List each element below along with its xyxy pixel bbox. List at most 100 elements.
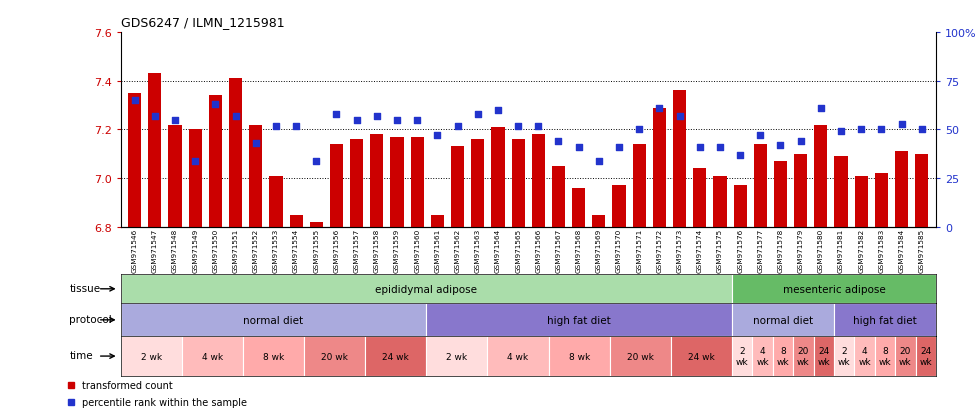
Point: [772, 142, 788, 149]
Point: [450, 123, 465, 130]
Bar: [121, 304, 426, 337]
Point: [429, 133, 445, 139]
Bar: [330, 145, 343, 227]
Point: [712, 144, 728, 151]
Text: normal diet: normal diet: [753, 315, 813, 325]
Point: [328, 111, 344, 118]
Text: high fat diet: high fat diet: [547, 315, 612, 325]
Text: epididymal adipose: epididymal adipose: [375, 284, 477, 294]
Text: 24
wk: 24 wk: [817, 347, 830, 366]
Text: transformed count: transformed count: [82, 380, 173, 390]
Text: protocol: protocol: [70, 314, 112, 324]
Text: 20 wk: 20 wk: [321, 352, 348, 361]
Bar: [169, 125, 181, 227]
Text: 2 wk: 2 wk: [140, 352, 162, 361]
Point: [570, 144, 586, 151]
Bar: [189, 130, 202, 227]
Text: high fat diet: high fat diet: [853, 315, 917, 325]
Bar: [734, 186, 747, 227]
Text: 24 wk: 24 wk: [688, 352, 714, 361]
Point: [612, 144, 627, 151]
Bar: [895, 152, 908, 227]
Point: [349, 117, 365, 124]
Text: time: time: [70, 350, 93, 360]
Point: [187, 158, 203, 164]
Point: [854, 127, 869, 133]
Bar: [915, 337, 936, 376]
Bar: [426, 304, 732, 337]
Point: [833, 129, 849, 135]
Bar: [366, 337, 426, 376]
Bar: [754, 145, 767, 227]
Text: 20
wk: 20 wk: [797, 347, 809, 366]
Text: 8
wk: 8 wk: [777, 347, 789, 366]
Bar: [835, 157, 848, 227]
Point: [873, 127, 889, 133]
Bar: [491, 128, 505, 227]
Bar: [243, 337, 304, 376]
Bar: [693, 169, 707, 227]
Point: [269, 123, 284, 130]
Bar: [773, 337, 793, 376]
Point: [591, 158, 607, 164]
Bar: [713, 176, 726, 227]
Point: [530, 123, 546, 130]
Bar: [915, 154, 928, 227]
Bar: [249, 125, 263, 227]
Bar: [794, 154, 808, 227]
Bar: [487, 337, 549, 376]
Bar: [834, 304, 936, 337]
Text: 4
wk: 4 wk: [858, 347, 871, 366]
Point: [309, 158, 324, 164]
Bar: [774, 161, 787, 227]
Point: [631, 127, 647, 133]
Bar: [304, 337, 366, 376]
Point: [208, 102, 223, 108]
Point: [732, 152, 748, 159]
Bar: [671, 337, 732, 376]
Text: percentile rank within the sample: percentile rank within the sample: [82, 397, 247, 407]
Bar: [310, 222, 322, 227]
Bar: [390, 138, 404, 227]
Point: [389, 117, 405, 124]
Point: [369, 113, 385, 120]
Point: [410, 117, 425, 124]
Point: [692, 144, 708, 151]
Bar: [834, 337, 855, 376]
Bar: [229, 79, 242, 227]
Text: 24 wk: 24 wk: [382, 352, 409, 361]
Text: 8 wk: 8 wk: [568, 352, 590, 361]
Bar: [875, 337, 895, 376]
Bar: [673, 91, 686, 227]
Point: [511, 123, 526, 130]
Point: [671, 113, 687, 120]
Bar: [532, 135, 545, 227]
Bar: [855, 337, 875, 376]
Bar: [592, 215, 606, 227]
Point: [470, 111, 486, 118]
Bar: [612, 186, 625, 227]
Text: 8
wk: 8 wk: [879, 347, 891, 366]
Point: [126, 98, 142, 104]
Bar: [471, 140, 484, 227]
Bar: [572, 188, 585, 227]
Text: 24
wk: 24 wk: [919, 347, 932, 366]
Text: 20 wk: 20 wk: [627, 352, 654, 361]
Bar: [209, 96, 221, 227]
Point: [168, 117, 183, 124]
Bar: [289, 215, 303, 227]
Bar: [633, 145, 646, 227]
Text: 4 wk: 4 wk: [508, 352, 528, 361]
Bar: [128, 94, 141, 227]
Bar: [431, 215, 444, 227]
Bar: [451, 147, 465, 227]
Bar: [549, 337, 610, 376]
Bar: [895, 337, 915, 376]
Point: [288, 123, 304, 130]
Text: 20
wk: 20 wk: [899, 347, 911, 366]
Bar: [181, 337, 243, 376]
Text: tissue: tissue: [70, 283, 100, 293]
Bar: [653, 108, 666, 227]
Bar: [813, 337, 834, 376]
Bar: [732, 337, 753, 376]
